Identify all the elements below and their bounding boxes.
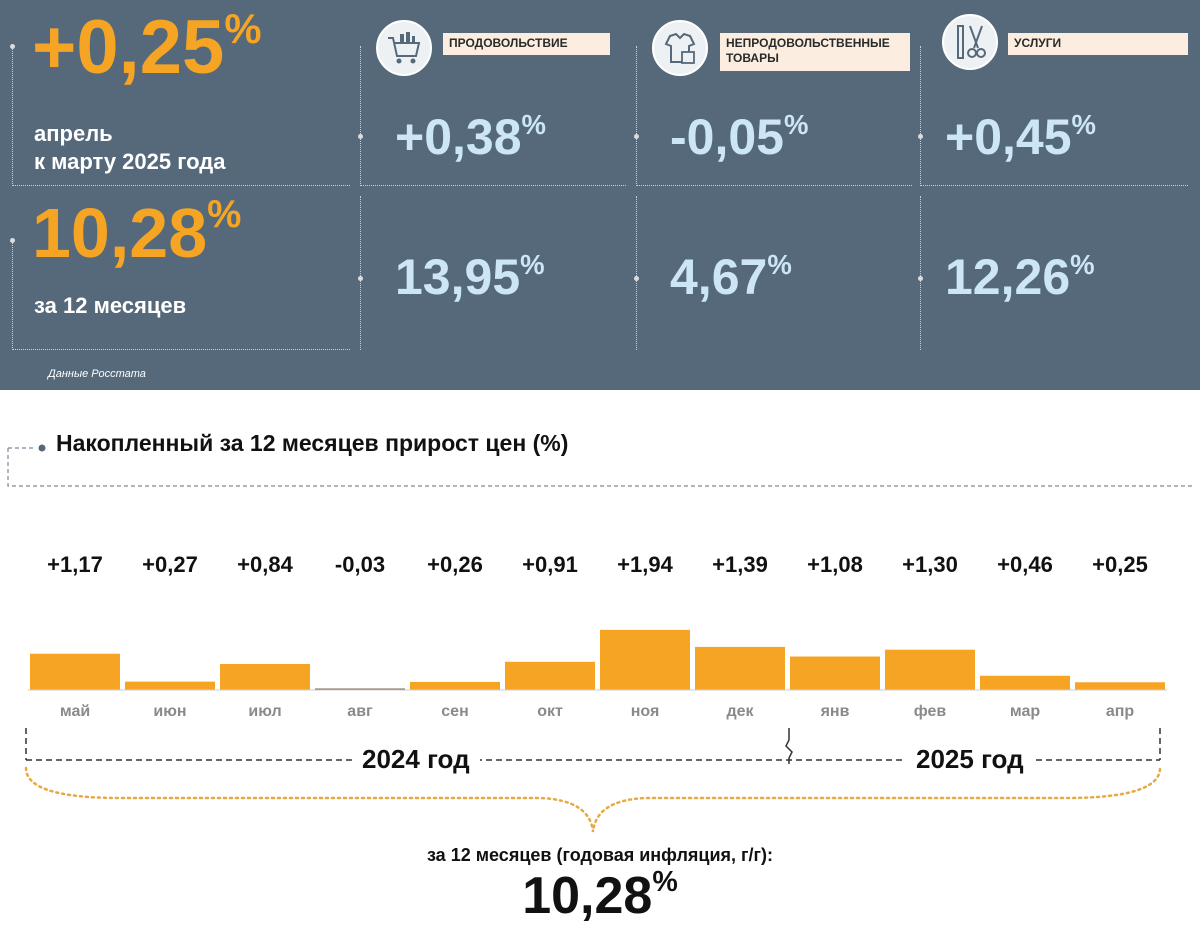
- bar-апр: [1075, 682, 1165, 690]
- bar-янв: [790, 656, 880, 690]
- month-label-апр: апр: [1106, 703, 1135, 720]
- annual-inflation-value: 10,28%: [32, 193, 242, 272]
- month-label-ноя: ноя: [631, 703, 660, 720]
- value-label-мар: +0,46: [997, 552, 1053, 577]
- month-label-дек: дек: [726, 703, 754, 720]
- month-label-янв: янв: [820, 703, 850, 720]
- frame-dot: [634, 134, 639, 139]
- frame-dot: [918, 134, 923, 139]
- frame-dot: [358, 134, 363, 139]
- year-brackets: [24, 728, 1162, 833]
- chart-title: Накопленный за 12 месяцев прирост цен (%…: [56, 430, 569, 456]
- chart-decor: [7, 444, 1195, 487]
- source-note: Данные Росстата: [48, 368, 146, 380]
- monthly-inflation-label: апрель к марту 2025 года: [34, 120, 225, 175]
- food-frame-bottom: [360, 196, 626, 350]
- month-label-авг: авг: [347, 703, 373, 720]
- monthly-frame: [12, 46, 350, 186]
- annual-frame: [12, 240, 350, 350]
- monthly-label-line1: апрель: [34, 121, 113, 146]
- food-annual-value: 13,95%: [395, 248, 545, 305]
- bar-авг: [315, 688, 405, 690]
- monthly-inflation-value: +0,25%: [32, 4, 262, 90]
- value-label-апр: +0,25: [1092, 552, 1148, 577]
- month-label-сен: сен: [441, 703, 468, 720]
- value-label-ноя: +1,94: [617, 552, 673, 577]
- services-category-label: УСЛУГИ: [1008, 33, 1188, 55]
- bar-ноя: [600, 629, 690, 690]
- nonfood-monthly-value: -0,05%: [670, 108, 809, 165]
- shopping-cart-icon: [376, 20, 432, 76]
- services-annual-value: 12,26%: [945, 248, 1095, 305]
- annual-inflation-label: за 12 месяцев: [34, 293, 187, 318]
- month-label-окт: окт: [537, 703, 563, 720]
- month-label-май: май: [60, 703, 90, 720]
- value-label-сен: +0,26: [427, 552, 483, 577]
- value-label-июл: +0,84: [237, 552, 293, 577]
- clothing-bag-icon: [652, 20, 708, 76]
- nonfood-category-label: НЕПРОДОВОЛЬСТВЕННЫЕ ТОВАРЫ: [720, 33, 910, 71]
- food-category-label: ПРОДОВОЛЬСТВИЕ: [443, 33, 610, 55]
- value-label-дек: +1,39: [712, 552, 768, 577]
- food-frame-top: [360, 46, 626, 186]
- frame-dot: [10, 44, 15, 49]
- summary-panel: +0,25% апрель к марту 2025 года 10,28% з…: [0, 0, 1200, 390]
- month-label-мар: мар: [1010, 703, 1041, 720]
- bar-фев: [885, 649, 975, 690]
- bar-июл: [220, 663, 310, 690]
- food-monthly-value: +0,38%: [395, 108, 546, 165]
- value-label-июн: +0,27: [142, 552, 198, 577]
- nonfood-annual-value: 4,67%: [670, 248, 792, 305]
- bar-chart: +1,17 май +0,27 июн +0,84 июл -0,03 авг +0,26 сен…: [28, 552, 1167, 720]
- bar-дек: [695, 646, 785, 690]
- services-frame-bottom: [920, 196, 1188, 350]
- year-2024-label: 2024 год: [352, 744, 480, 775]
- services-frame-top: [920, 46, 1188, 186]
- month-label-июл: июл: [248, 703, 281, 720]
- frame-dot: [634, 276, 639, 281]
- value-label-авг: -0,03: [335, 552, 385, 577]
- frame-dot: [358, 276, 363, 281]
- value-label-май: +1,17: [47, 552, 103, 577]
- annual-summary-caption: за 12 месяцев (годовая инфляция, г/г):: [426, 845, 774, 865]
- bar-мар: [980, 675, 1070, 690]
- year-2025-label: 2025 год: [906, 744, 1034, 775]
- annual-summary-value: 10,28%: [522, 865, 678, 925]
- monthly-label-line2: к марту 2025 года: [34, 148, 226, 174]
- bar-июн: [125, 681, 215, 690]
- month-label-июн: июн: [153, 703, 186, 720]
- nonfood-frame-bottom: [636, 196, 912, 350]
- value-label-фев: +1,30: [902, 552, 958, 577]
- nonfood-frame-top: [636, 46, 912, 186]
- bar-окт: [505, 661, 595, 690]
- month-label-фев: фев: [914, 703, 947, 720]
- value-label-окт: +0,91: [522, 552, 578, 577]
- bar-сен: [410, 681, 500, 690]
- services-monthly-value: +0,45%: [945, 108, 1096, 165]
- frame-dot: [10, 238, 15, 243]
- comb-scissors-icon: [942, 14, 998, 70]
- bar-май: [30, 653, 120, 690]
- value-label-янв: +1,08: [807, 552, 863, 577]
- frame-dot: [918, 276, 923, 281]
